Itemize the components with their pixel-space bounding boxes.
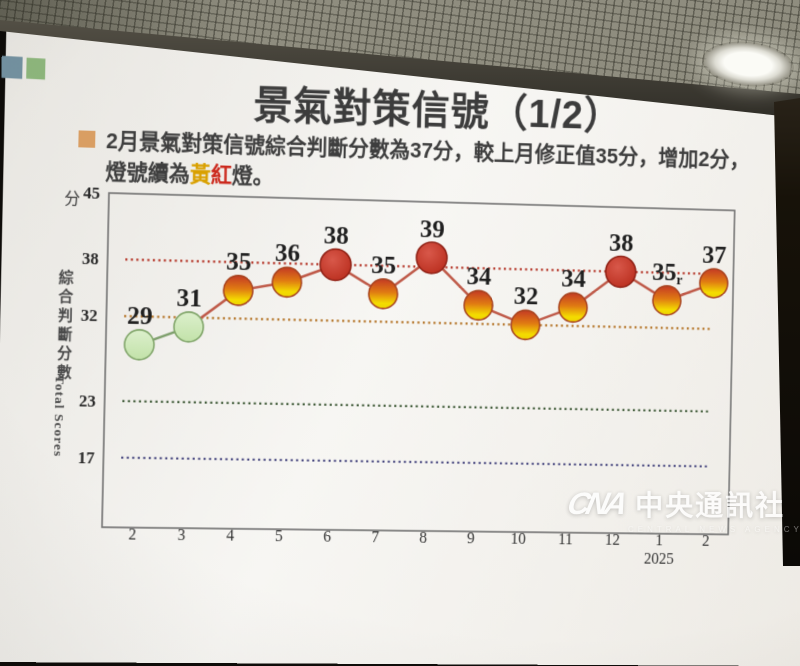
cna-name: 中央通訊社 <box>635 490 786 521</box>
data-point-label: 38 <box>609 229 634 258</box>
x-tick-label: 8 <box>419 530 427 547</box>
data-point-red <box>320 249 351 281</box>
threshold-line-32 <box>124 316 713 329</box>
x-tick-label: 3 <box>177 527 185 544</box>
data-point-green <box>174 312 204 342</box>
cna-logo: CNA <box>564 486 627 521</box>
data-point-yellow-red <box>559 293 588 323</box>
y-tick-label: 32 <box>81 306 98 325</box>
x-tick-label: 2 <box>702 533 710 550</box>
data-point-yellow-red <box>272 267 302 297</box>
data-point-label: 35r <box>652 257 683 288</box>
data-point-yellow-red <box>223 275 253 305</box>
y-axis-unit: 分 <box>64 190 80 208</box>
data-point-yellow-red <box>653 286 682 316</box>
x-tick-label: 7 <box>371 529 379 546</box>
x-axis-year-label: 2025 <box>644 551 674 568</box>
data-point-label: 34 <box>466 262 491 291</box>
data-point-label: 31 <box>176 283 202 312</box>
y-tick-label: 17 <box>78 448 96 467</box>
data-point-label: 34 <box>561 264 586 293</box>
cna-subtext: CENTRAL NEWS AGENCY <box>628 525 800 534</box>
x-tick-label: 12 <box>605 532 620 549</box>
x-tick-label: 11 <box>558 532 573 549</box>
data-point-label: 37 <box>702 240 727 269</box>
data-point-yellow-red <box>368 279 397 309</box>
data-point-yellow-red <box>700 268 728 298</box>
data-point-yellow-red <box>511 310 540 340</box>
data-point-yellow-red <box>464 290 493 320</box>
cna-watermark: CNA 中央通訊社 CENTRAL NEWS AGENCY <box>564 484 800 534</box>
data-point-label: 39 <box>420 214 445 243</box>
presentation-slide: 景氣對策信號（1/2） 2月景氣對策信號綜合判斷分數為37分，較上月修正值35分… <box>0 22 800 666</box>
threshold-line-17 <box>121 458 710 467</box>
data-point-green <box>124 330 154 360</box>
x-tick-label: 1 <box>655 533 663 550</box>
data-point-label: 35 <box>226 247 252 276</box>
data-point-red <box>605 256 636 288</box>
x-tick-label: 2 <box>128 527 136 544</box>
y-tick-label: 23 <box>79 391 96 410</box>
data-point-red <box>416 242 447 274</box>
x-tick-label: 9 <box>467 530 475 547</box>
x-tick-label: 10 <box>510 531 525 548</box>
bullet-square <box>78 130 96 148</box>
data-point-label: 36 <box>275 238 301 267</box>
x-tick-label: 5 <box>275 528 283 545</box>
data-point-label: 29 <box>127 301 153 330</box>
y-tick-label: 45 <box>83 183 100 202</box>
threshold-line-23 <box>122 401 711 411</box>
x-tick-label: 6 <box>323 529 331 546</box>
data-point-label: 32 <box>513 282 538 311</box>
data-point-label: 38 <box>323 221 349 250</box>
x-tick-label: 4 <box>226 528 234 545</box>
data-point-label: 35 <box>371 250 397 279</box>
y-tick-label: 38 <box>82 249 99 268</box>
